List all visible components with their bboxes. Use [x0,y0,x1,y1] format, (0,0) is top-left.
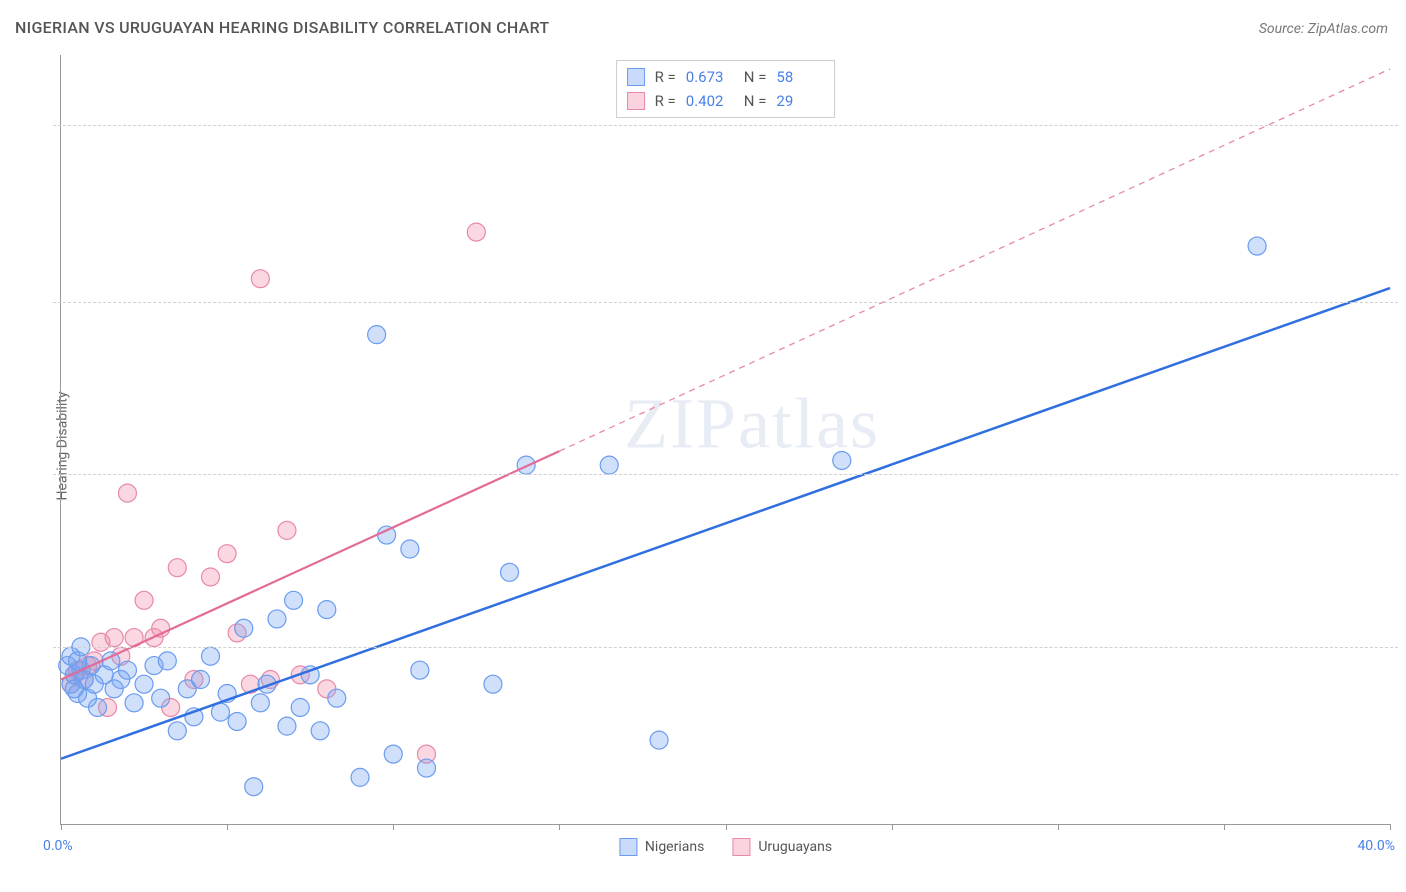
data-point-nigerians [278,717,296,735]
x-tick [1224,824,1225,830]
data-point-nigerians [89,698,107,716]
trendline-uruguayans-solid [61,451,559,679]
y-tick-label: 15.0% [1395,117,1406,133]
data-point-nigerians [245,778,263,796]
data-point-uruguayans [202,568,220,586]
x-tick [1390,824,1391,830]
data-point-nigerians [484,675,502,693]
data-point-nigerians [351,768,369,786]
data-point-nigerians [501,563,519,581]
bottom-legend: Nigerians Uruguayans [619,838,832,856]
x-tick [892,824,893,830]
data-point-nigerians [118,661,136,679]
data-point-nigerians [291,698,309,716]
data-point-nigerians [125,694,143,712]
swatch-pink-icon [627,92,645,110]
data-point-nigerians [65,680,83,698]
swatch-blue-icon [627,68,645,86]
chart-container: NIGERIAN VS URUGUAYAN HEARING DISABILITY… [0,0,1406,892]
data-point-nigerians [251,694,269,712]
data-point-nigerians [268,610,286,628]
data-point-nigerians [202,647,220,665]
data-point-nigerians [211,703,229,721]
header-row: NIGERIAN VS URUGUAYAN HEARING DISABILITY… [15,18,1388,37]
n-value-uruguayans: 29 [776,89,824,113]
gridline-h [53,474,1398,475]
data-point-uruguayans [105,629,123,647]
data-point-nigerians [228,712,246,730]
x-tick [726,824,727,830]
data-point-nigerians [417,759,435,777]
data-point-uruguayans [218,545,236,563]
stats-row-nigerians: R = 0.673 N = 58 [627,65,825,89]
x-tick [393,824,394,830]
y-tick-label: 7.5% [1395,466,1406,482]
y-tick-label: 11.2% [1395,294,1406,310]
data-point-uruguayans [467,223,485,241]
data-point-nigerians [192,671,210,689]
data-point-nigerians [285,591,303,609]
stats-row-uruguayans: R = 0.402 N = 29 [627,89,825,113]
x-tick [61,824,62,830]
gridline-h [53,125,1398,126]
gridline-h [53,647,1398,648]
data-point-uruguayans [118,484,136,502]
x-tick [559,824,560,830]
data-point-nigerians [318,601,336,619]
trendline-uruguayans-dashed [559,69,1390,451]
data-point-nigerians [311,722,329,740]
data-point-uruguayans [278,521,296,539]
data-point-nigerians [378,526,396,544]
data-point-nigerians [600,456,618,474]
legend-item-uruguayans: Uruguayans [732,838,832,856]
data-point-nigerians [135,675,153,693]
data-point-nigerians [168,722,186,740]
stats-legend-box: R = 0.673 N = 58 R = 0.402 N = 29 [616,60,836,118]
swatch-pink-icon [732,838,750,856]
plot-svg [61,55,1390,824]
data-point-uruguayans [168,559,186,577]
n-value-nigerians: 58 [776,65,824,89]
data-point-nigerians [517,456,535,474]
x-axis-min-label: 0.0% [43,838,73,854]
data-point-nigerians [401,540,419,558]
data-point-nigerians [235,619,253,637]
data-point-nigerians [384,745,402,763]
data-point-nigerians [368,326,386,344]
data-point-uruguayans [135,591,153,609]
swatch-blue-icon [619,838,637,856]
data-point-nigerians [152,689,170,707]
data-point-nigerians [158,652,176,670]
y-tick-label: 3.8% [1395,639,1406,655]
data-point-nigerians [328,689,346,707]
data-point-nigerians [411,661,429,679]
trendline-nigerians [61,288,1390,759]
data-point-nigerians [833,451,851,469]
legend-item-nigerians: Nigerians [619,838,704,856]
data-point-uruguayans [251,270,269,288]
x-tick [1058,824,1059,830]
data-point-nigerians [1248,237,1266,255]
chart-title: NIGERIAN VS URUGUAYAN HEARING DISABILITY… [15,18,549,37]
plot-area: ZIPatlas R = 0.673 N = 58 R = 0.402 N = … [60,55,1390,825]
source-attribution: Source: ZipAtlas.com [1259,21,1388,37]
x-axis-max-label: 40.0% [1357,838,1395,854]
r-value-nigerians: 0.673 [686,65,734,89]
gridline-h [53,302,1398,303]
r-value-uruguayans: 0.402 [686,89,734,113]
x-tick [227,824,228,830]
data-point-nigerians [650,731,668,749]
